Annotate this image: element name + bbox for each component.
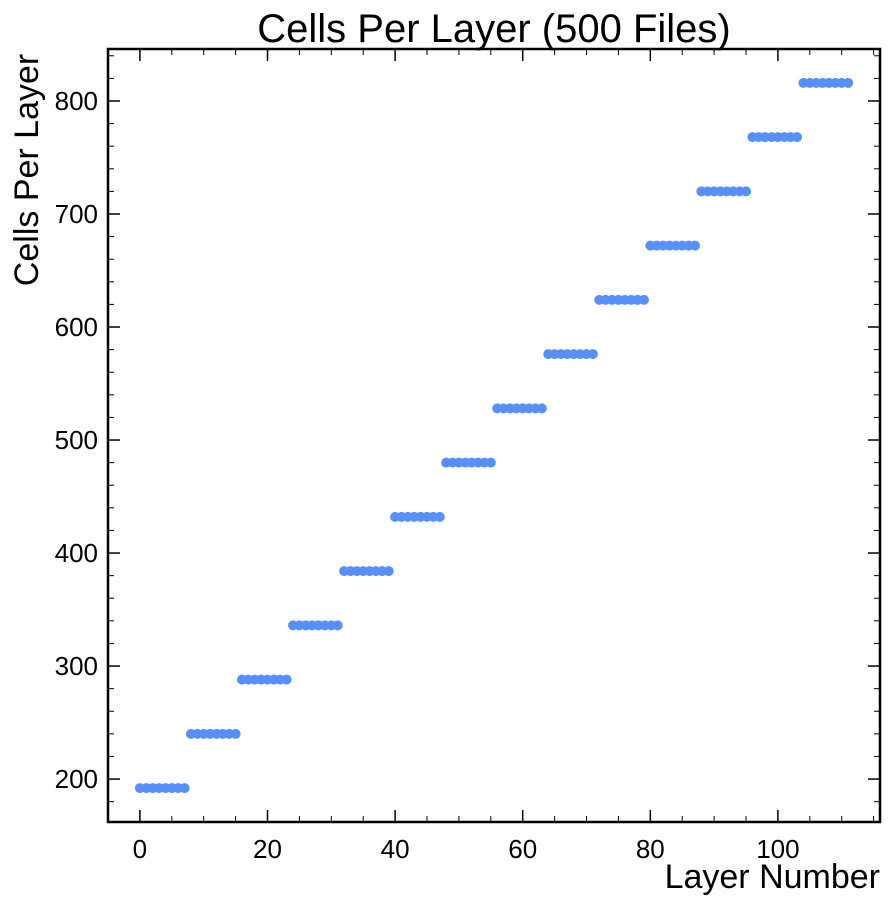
data-point	[638, 294, 649, 305]
y-tick-label: 800	[55, 86, 98, 116]
y-tick-label: 400	[55, 538, 98, 568]
data-point	[434, 511, 445, 522]
x-tick-label: 60	[508, 834, 537, 864]
y-axis-label: Cells Per Layer	[8, 54, 46, 286]
y-tick-label: 300	[55, 651, 98, 681]
data-point	[689, 240, 700, 251]
axis-ticks	[107, 49, 880, 822]
data-point	[587, 349, 598, 360]
x-axis-label: Layer Number	[665, 858, 880, 896]
x-tick-label: 20	[253, 834, 282, 864]
y-tick-label: 200	[55, 764, 98, 794]
data-point	[843, 77, 854, 88]
data-point	[792, 132, 803, 143]
data-point	[383, 566, 394, 577]
data-point	[230, 728, 241, 739]
y-tick-label: 700	[55, 199, 98, 229]
chart-title: Cells Per Layer (500 Files)	[257, 7, 731, 51]
plot-frame	[106, 47, 882, 824]
data-point	[281, 674, 292, 685]
y-tick-label: 600	[55, 312, 98, 342]
x-tick-label: 100	[756, 834, 799, 864]
x-tick-label: 80	[636, 834, 665, 864]
data-point	[741, 186, 752, 197]
axis-tick-labels: 0 20 40 60 80 100 200 300 400 500 600 700 800	[55, 86, 800, 864]
data-point	[179, 783, 190, 794]
x-tick-label: 0	[133, 834, 147, 864]
data-points	[134, 77, 854, 794]
x-tick-label: 40	[381, 834, 410, 864]
data-point	[332, 620, 343, 631]
y-tick-label: 500	[55, 425, 98, 455]
data-point	[485, 457, 496, 468]
data-point	[536, 403, 547, 414]
